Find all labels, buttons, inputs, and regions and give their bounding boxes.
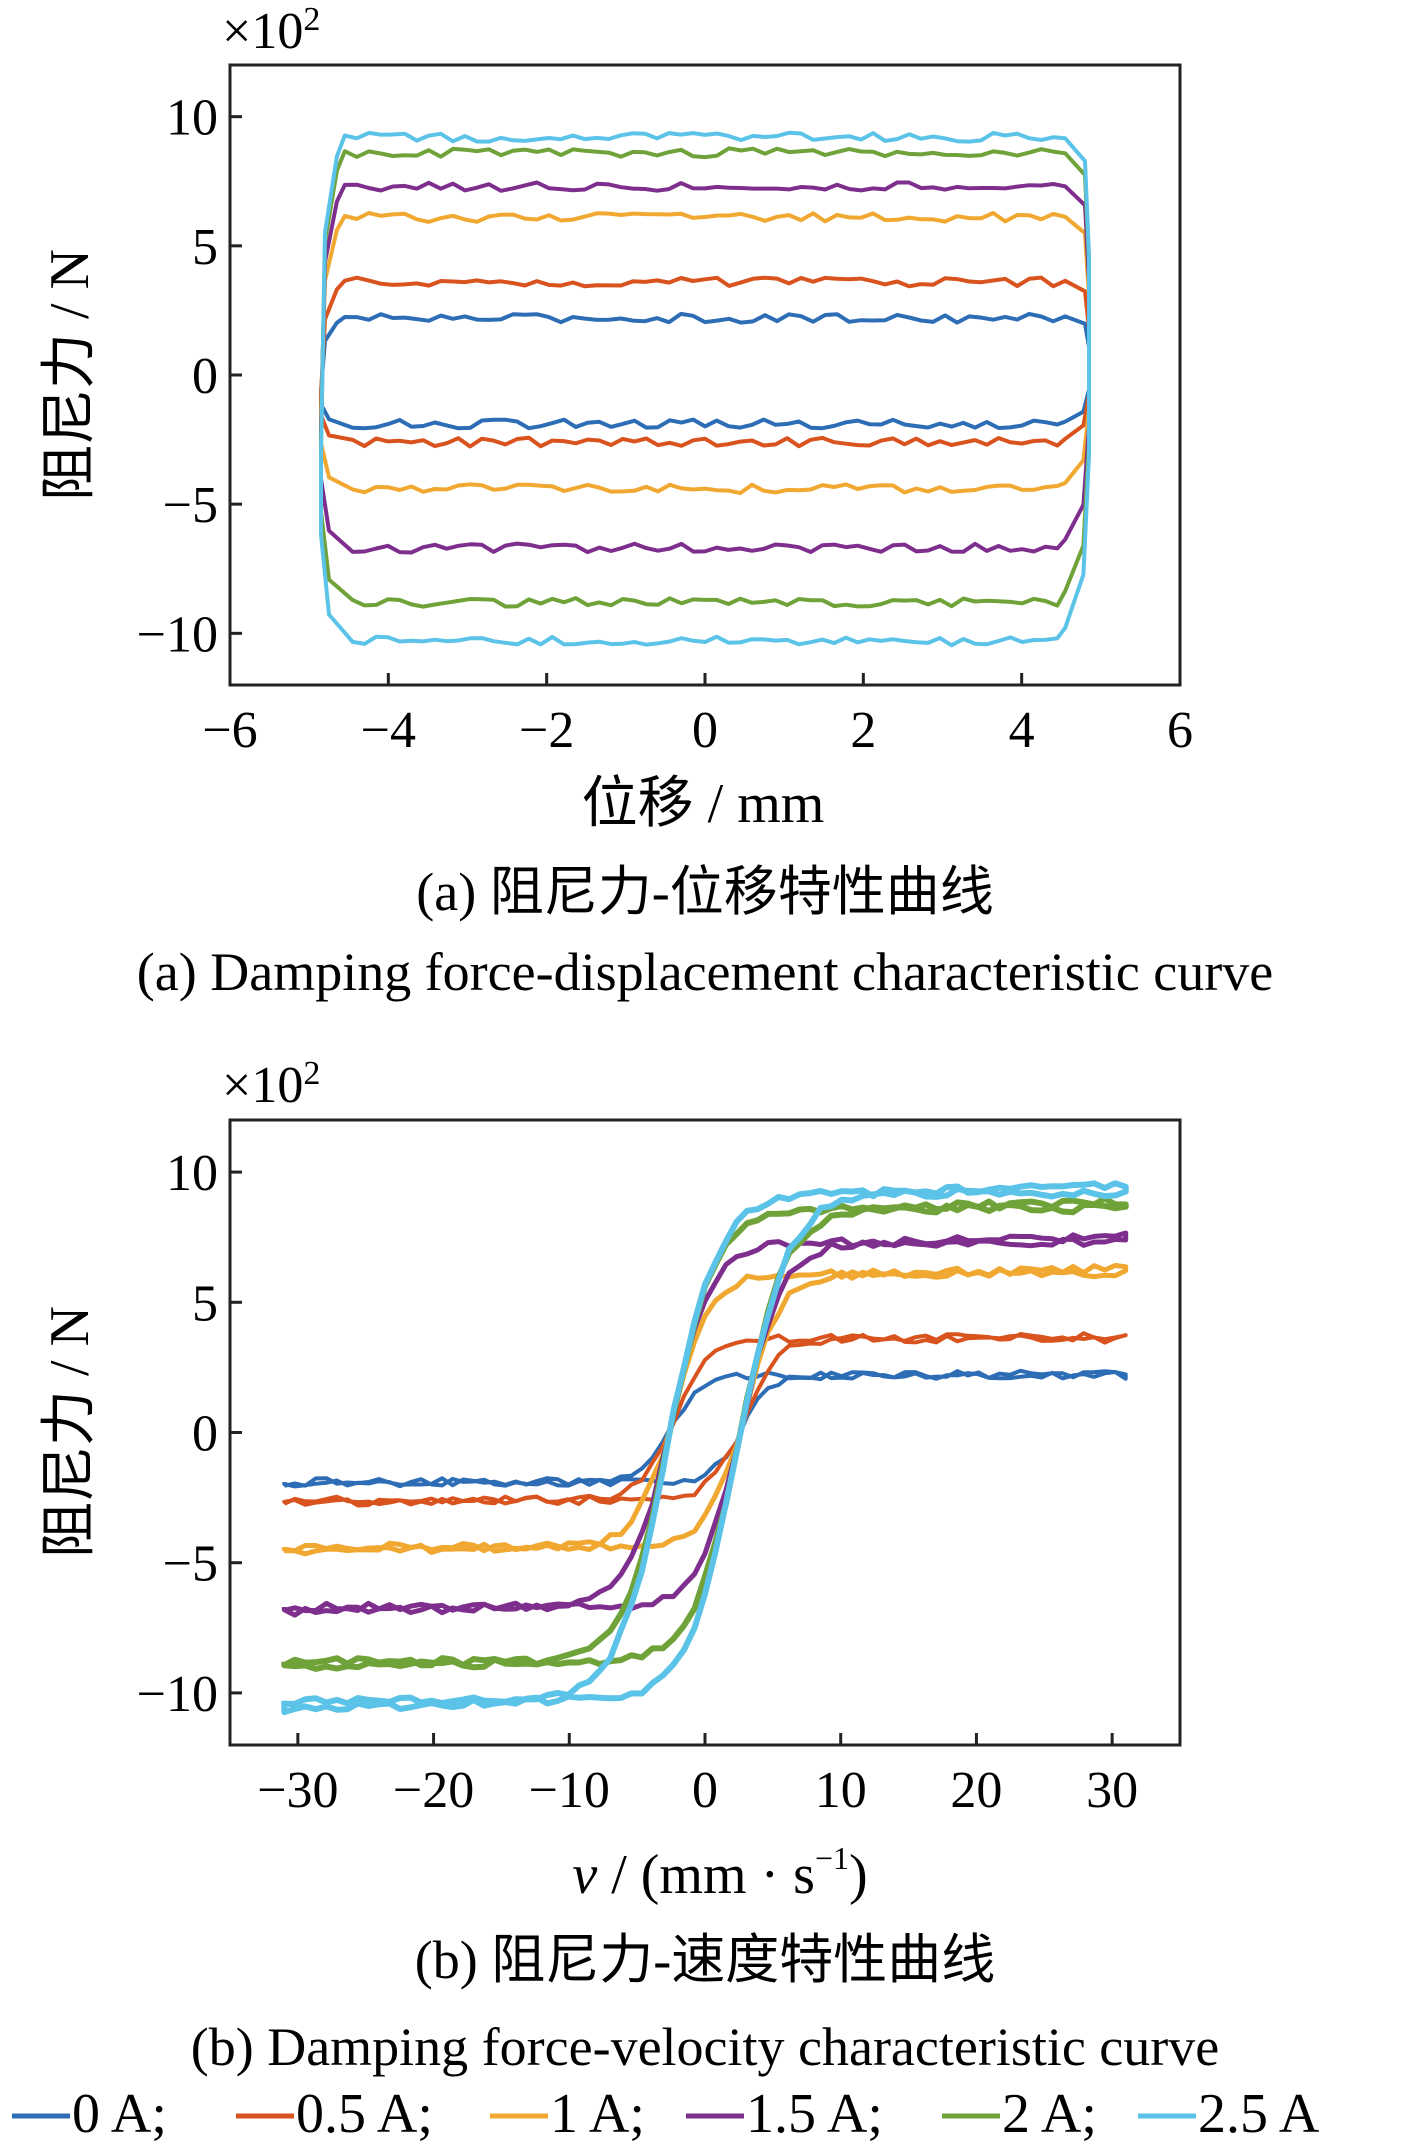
panel-b-caption-cn: (b) 阻尼力-速度特性曲线 [415, 1930, 995, 1990]
x-tick-label: −10 [529, 1762, 610, 1819]
legend-label: 0 A; [72, 2083, 167, 2145]
x-tick-label: 6 [1167, 702, 1193, 759]
panel-b-multiplier: ×102 [222, 1055, 320, 1114]
y-tick-label: −5 [163, 1536, 218, 1593]
series-line-2-5a [281, 1180, 1129, 1716]
panel-b-plot-area [281, 1180, 1129, 1716]
x-tick-label: 0 [692, 1762, 718, 1819]
panel-b-y-ticks: −10 −5 0 5 10 [137, 1145, 242, 1723]
panel-a-plot-area [319, 130, 1091, 648]
y-tick-label: −5 [163, 477, 218, 534]
panel-a-caption-en: (a) Damping force-displacement character… [137, 942, 1273, 1002]
x-tick-label: 2 [850, 702, 876, 759]
panel-a-multiplier: ×102 [222, 1, 320, 60]
series-line-1a [319, 211, 1091, 496]
y-tick-label: 5 [192, 1275, 218, 1332]
legend-label: 1.5 A; [746, 2083, 883, 2145]
series-line-1-5a [319, 180, 1091, 555]
panel-a-y-axis-label: 阻尼力 / N [39, 249, 101, 501]
x-tick-label: 0 [692, 702, 718, 759]
series-line-2a [281, 1195, 1129, 1672]
panel-b-x-axis-label: v / (mm · s−1) [572, 1840, 867, 1906]
panel-b-x-ticks: −30 −20 −10 0 10 20 30 [257, 1733, 1138, 1819]
series-line-0a [319, 311, 1091, 431]
panel-b-caption-en: (b) Damping force-velocity characteristi… [191, 2017, 1219, 2077]
legend-label: 2 A; [1002, 2083, 1097, 2145]
x-tick-label: −6 [202, 702, 257, 759]
y-tick-label: 10 [166, 90, 218, 147]
panel-a-caption-cn: (a) 阻尼力-位移特性曲线 [416, 862, 993, 922]
x-tick-label: 10 [815, 1762, 867, 1819]
panel-a-x-ticks: −6 −4 −2 0 2 4 6 [202, 673, 1193, 759]
x-tick-label: 30 [1086, 1762, 1138, 1819]
x-tick-label: −20 [393, 1762, 474, 1819]
y-tick-label: 0 [192, 1406, 218, 1463]
panel-a-y-ticks: −10 −5 0 5 10 [137, 90, 242, 663]
y-tick-label: −10 [137, 1666, 218, 1723]
y-tick-label: 5 [192, 219, 218, 276]
y-tick-label: 0 [192, 348, 218, 405]
y-tick-label: −10 [137, 606, 218, 663]
series-line-1-5a [281, 1230, 1129, 1618]
x-tick-label: −2 [519, 702, 574, 759]
legend-label: 2.5 A [1198, 2083, 1320, 2145]
series-line-2-5a [319, 130, 1091, 648]
x-tick-label: −4 [361, 702, 416, 759]
x-tick-label: −30 [257, 1762, 338, 1819]
x-tick-label: 20 [950, 1762, 1002, 1819]
legend: 0 A; 0.5 A; 1 A; 1.5 A; 2 A; 2.5 A [12, 2083, 1320, 2145]
panel-a-x-axis-label: 位移 / mm [582, 773, 825, 835]
series-line-1a [281, 1263, 1129, 1557]
series-line-0-5a [282, 1331, 1128, 1508]
legend-label: 0.5 A; [296, 2083, 433, 2145]
series-line-0a [282, 1368, 1128, 1489]
legend-label: 1 A; [550, 2083, 645, 2145]
x-tick-label: 4 [1009, 702, 1035, 759]
panel-b-frame [228, 1118, 1182, 1747]
panel-b-y-axis-label: 阻尼力 / N [39, 1306, 101, 1558]
panel-a: −6 −4 −2 0 2 4 6 −10 −5 0 5 10 ×102 阻尼力 / N 位移 / m… [39, 1, 1273, 1002]
y-tick-label: 10 [166, 1145, 218, 1202]
